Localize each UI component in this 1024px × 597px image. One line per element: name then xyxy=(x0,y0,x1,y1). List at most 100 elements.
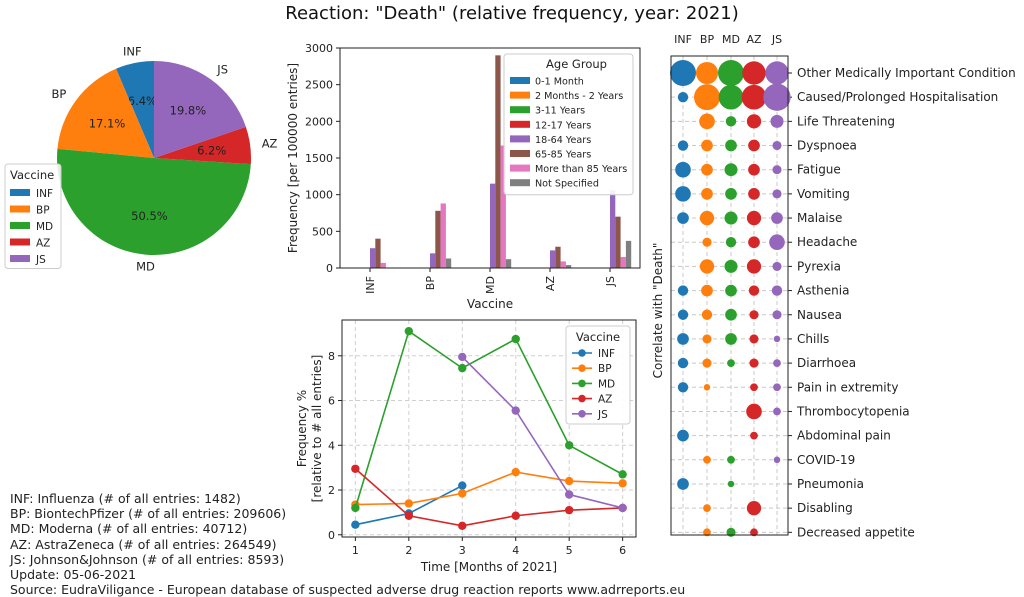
line-legend-marker-md xyxy=(578,379,586,388)
bubble-row-label: Disabling xyxy=(797,501,853,515)
figure-title: Reaction: "Death" (relative frequency, y… xyxy=(285,3,739,24)
bubble-row-label: Chills xyxy=(797,332,829,346)
bubble-row-label: Dyspnoea xyxy=(797,139,857,153)
line-xtick-label: 5 xyxy=(566,544,573,557)
bubble-js-11 xyxy=(773,335,781,343)
bar-js-5 xyxy=(615,216,621,268)
bar-inf-6 xyxy=(380,262,386,268)
bar-md-6 xyxy=(500,145,506,268)
bar-inf-4 xyxy=(370,248,376,268)
bar-legend-swatch-7 xyxy=(510,179,530,187)
bubble-md-19 xyxy=(726,527,736,537)
bar-legend-label-3: 12-17 Years xyxy=(535,120,591,131)
bubble-bp-18 xyxy=(703,504,711,513)
bubble-column-label-js: JS xyxy=(771,33,782,46)
bubble-az-6 xyxy=(746,210,762,226)
line-legend-label-js: JS xyxy=(597,409,608,421)
bar-az-6 xyxy=(560,261,566,268)
bubble-js-6 xyxy=(771,212,783,224)
bar-legend-swatch-3 xyxy=(510,120,530,128)
bubble-row-label: Pain in extremity xyxy=(797,380,898,394)
line-point-bp xyxy=(618,479,627,488)
bubble-js-9 xyxy=(771,285,783,296)
pie-value-label-md: 50.5% xyxy=(131,209,168,223)
line-point-md xyxy=(404,326,414,336)
bar-md-4 xyxy=(490,183,496,268)
bubble-row-label: Pneumonia xyxy=(797,477,864,491)
bubble-md-1 xyxy=(718,84,744,110)
bar-legend-label-5: 65-85 Years xyxy=(535,150,591,161)
line-xtick-label: 4 xyxy=(512,544,519,557)
line-point-js xyxy=(564,490,574,499)
pie-legend-swatch-bp xyxy=(10,205,30,213)
line-point-bp xyxy=(458,489,467,498)
bubble-js-4 xyxy=(772,165,782,175)
line-point-az xyxy=(351,464,360,473)
pie-value-label-js: 19.8% xyxy=(170,104,207,118)
line-point-inf xyxy=(351,520,360,529)
bubble-inf-17 xyxy=(677,478,689,490)
bar-legend-title: Age Group xyxy=(546,57,607,71)
bar-bp-7 xyxy=(445,258,452,268)
pie-legend-swatch-md xyxy=(10,222,30,229)
bubble-column-label-bp: BP xyxy=(700,33,715,46)
bubble-bp-3 xyxy=(701,139,713,152)
line-xtick-label: 6 xyxy=(619,544,626,557)
bubble-md-8 xyxy=(724,259,738,273)
bar-xtick-label-az: AZ xyxy=(544,276,557,292)
bubble-az-11 xyxy=(749,334,759,344)
pie-label-inf: INF xyxy=(123,45,142,59)
bubble-js-3 xyxy=(772,140,782,151)
bubble-row-label: Diarrhoea xyxy=(797,356,856,370)
info-inf: INF: Influenza (# of all entries: 1482) xyxy=(10,491,241,506)
bar-legend-swatch-1 xyxy=(510,91,530,99)
bar-ytick-label: 500 xyxy=(312,225,333,238)
bubble-md-11 xyxy=(725,333,737,345)
pie-slice-inf xyxy=(116,61,154,158)
bubble-md-9 xyxy=(725,284,737,297)
bar-xtick-label-js: JS xyxy=(604,276,617,287)
bubble-bp-1 xyxy=(694,84,720,111)
pie-slice-js xyxy=(154,61,246,158)
line-series-js xyxy=(461,356,623,509)
bubble-bp-8 xyxy=(699,259,715,274)
bar-legend-swatch-6 xyxy=(510,164,530,172)
pie-chart: INF 6.4% BP 17.1% MD 50.5% AZ 6.2% JS 19.8% Vaccin… xyxy=(4,45,278,273)
bar-legend-swatch-5 xyxy=(510,150,530,157)
bubble-bp-7 xyxy=(702,237,712,247)
pie-label-bp: BP xyxy=(51,87,66,101)
bubble-bp-2 xyxy=(699,113,715,130)
source-note: Source: EudraViligance - European databa… xyxy=(10,582,686,597)
pie-value-label-az: 6.2% xyxy=(197,143,226,157)
bar-md-5 xyxy=(495,55,501,269)
bar-legend-label-1: 2 Months - 2 Years xyxy=(535,91,623,102)
bubble-md-10 xyxy=(725,308,737,321)
bubble-chart: INF BP MD AZ JS Other Medically Important Con… xyxy=(651,33,1016,539)
bubble-bp-13 xyxy=(703,384,711,391)
line-point-inf xyxy=(458,481,467,490)
bubble-az-5 xyxy=(748,188,760,200)
bar-legend-swatch-2 xyxy=(510,106,530,114)
bar-chart: 0 500 1000 1500 2000 2500 3000 INF BP MD AZ JS Vacci… xyxy=(286,42,641,311)
line-legend-label-bp: BP xyxy=(598,363,612,375)
bar-ytick-label: 2500 xyxy=(305,79,333,92)
pie-legend-swatch-az xyxy=(10,238,30,246)
bar-bp-6 xyxy=(440,203,446,268)
bubble-md-2 xyxy=(725,116,737,127)
bubble-row-label: Headache xyxy=(797,235,857,249)
bubble-bp-16 xyxy=(703,455,711,464)
line-ylabel-2: [relative to # all entries] xyxy=(310,355,324,503)
pie-slice-bp xyxy=(57,68,154,158)
line-point-bp xyxy=(511,467,520,477)
bar-md-7 xyxy=(505,259,512,268)
bubble-bp-6 xyxy=(699,210,715,226)
line-legend-label-md: MD xyxy=(598,378,615,390)
line-point-md xyxy=(351,503,360,513)
bubble-js-13 xyxy=(773,383,781,392)
bubble-column-label-md: MD xyxy=(722,33,740,46)
bubble-md-17 xyxy=(727,480,735,488)
bar-az-5 xyxy=(555,246,561,268)
bubble-row-label: Life Threatening xyxy=(797,114,895,128)
bubble-js-10 xyxy=(772,310,782,320)
